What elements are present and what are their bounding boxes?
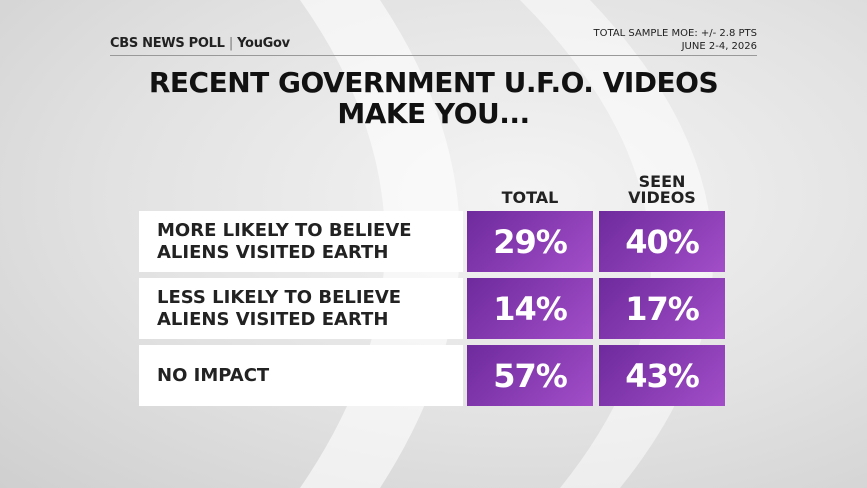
row-label-line: MORE LIKELY TO BELIEVE — [157, 219, 412, 241]
moe: TOTAL SAMPLE MOE: +/- 2.8 PTS — [593, 28, 757, 39]
row-label-line: LESS LIKELY TO BELIEVE — [157, 286, 402, 308]
row-label-line: NO IMPACT — [157, 364, 270, 386]
value-cell: 29% — [467, 211, 593, 272]
value-cell: 57% — [467, 345, 593, 406]
value-cell: 40% — [599, 211, 725, 272]
row-label: LESS LIKELY TO BELIEVE ALIENS VISITED EAR… — [139, 278, 463, 339]
logo: CBS NEWS POLL | YouGov — [110, 36, 290, 51]
title-line: RECENT GOVERNMENT U.F.O. VIDEOS — [148, 66, 719, 99]
dates: JUNE 2-4, 2026 — [681, 41, 757, 52]
row-label-line: ALIENS VISITED EARTH — [157, 308, 389, 330]
value-cell: 17% — [599, 278, 725, 339]
title-line: MAKE YOU... — [337, 97, 530, 130]
column-header: TOTAL — [501, 188, 559, 207]
row-label-line: ALIENS VISITED EARTH — [157, 241, 389, 263]
column-header: SEEN — [638, 172, 686, 191]
column-header: VIDEOS — [628, 188, 696, 207]
row-label: MORE LIKELY TO BELIEVE ALIENS VISITED EAR… — [139, 211, 463, 272]
row-label: NO IMPACT — [139, 345, 463, 406]
header-rule — [110, 55, 757, 56]
value-cell: 43% — [599, 345, 725, 406]
value-cell: 14% — [467, 278, 593, 339]
